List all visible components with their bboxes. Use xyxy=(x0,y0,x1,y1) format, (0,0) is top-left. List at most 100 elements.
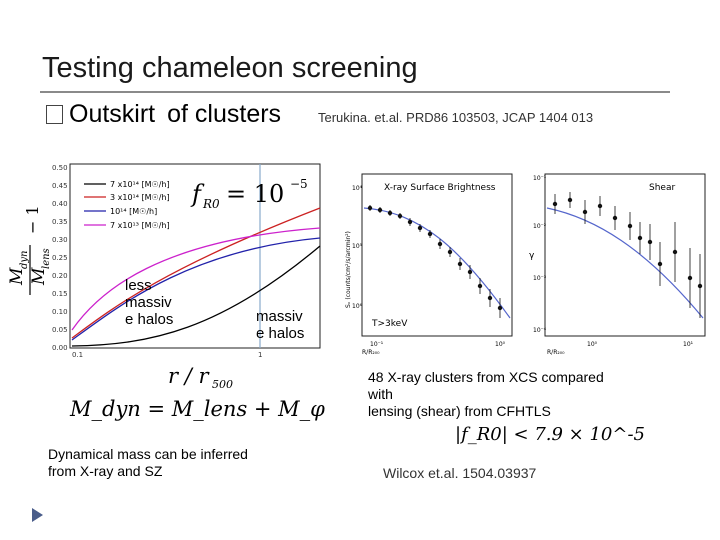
svg-text:dyn: dyn xyxy=(19,251,30,270)
xray-xlabel: R/R₂₀₀ xyxy=(362,349,380,356)
xray-title: X-ray Surface Brightness xyxy=(384,183,496,193)
caption-left-line2: from X-ray and SZ xyxy=(48,463,163,479)
data-point xyxy=(637,235,643,241)
shear-title: Shear xyxy=(649,183,675,193)
svg-text:7 x10¹³ [M☉/h]: 7 x10¹³ [M☉/h] xyxy=(110,221,170,230)
caption-right-line3: lensing (shear) from CFHTLS xyxy=(368,403,551,419)
fr0-label: f R0 = 10 −5 xyxy=(190,177,308,211)
data-point xyxy=(687,275,693,281)
data-point xyxy=(377,207,383,213)
data-point xyxy=(497,305,503,311)
ytick-label: 0.30 xyxy=(52,236,68,244)
ytick-labels: 0.50 0.45 0.40 0.35 0.30 0.25 0.20 0.15 0.10 0.05… xyxy=(52,164,68,352)
shear-xtick-1: 10¹ xyxy=(683,341,694,348)
data-point xyxy=(627,223,633,229)
curve-7e13 xyxy=(71,227,321,331)
data-point xyxy=(552,201,558,207)
bullet-word2: of clusters xyxy=(167,100,282,128)
ytick-label: 0.00 xyxy=(52,344,68,352)
data-point xyxy=(417,225,423,231)
curve-7e14 xyxy=(71,245,321,347)
data-point xyxy=(397,213,403,219)
shear-ytick-2: 10⁻³ xyxy=(533,275,547,282)
ytick-label: 0.40 xyxy=(52,200,68,208)
data-point xyxy=(437,241,443,247)
data-point xyxy=(647,239,653,245)
title-divider xyxy=(40,91,670,93)
svg-text:lens: lens xyxy=(41,248,52,269)
caption-left-line1: Dynamical mass can be inferred xyxy=(48,446,248,462)
data-point xyxy=(477,283,483,289)
xray-xtick-1: 10⁰ xyxy=(495,341,506,348)
curve-1e14 xyxy=(71,237,321,341)
xray-frame xyxy=(361,173,513,337)
ytick-label: 0.15 xyxy=(52,290,68,298)
curve-3e14 xyxy=(71,207,321,339)
formula-dynamical-mass: M_dyn = M_lens + M_φ xyxy=(70,397,325,421)
xray-brightness-plot: X-ray Surface Brightness T>3keV Sₓ (coun… xyxy=(345,173,513,356)
caption-right-line2: with xyxy=(368,386,393,402)
xray-fit-curve xyxy=(363,207,511,319)
data-point xyxy=(697,283,703,289)
ytick-label: 0.50 xyxy=(52,164,68,172)
shear-ytick-0: 10⁻¹ xyxy=(533,175,547,182)
xray-temp-label: T>3keV xyxy=(371,319,408,329)
xray-ylabel: Sₓ (counts/cm²/s/arcmin²) xyxy=(345,231,352,308)
caption-right-line1: 48 X-ray clusters from XCS compared xyxy=(368,369,604,385)
svg-text:7 x10¹⁴ [M☉/h]: 7 x10¹⁴ [M☉/h] xyxy=(110,180,170,189)
svg-text:3 x10¹⁴ [M☉/h]: 3 x10¹⁴ [M☉/h] xyxy=(110,193,170,202)
data-point xyxy=(387,210,393,216)
data-point xyxy=(582,209,588,215)
mass-ratio-plot: M dyn M lens − 1 0.50 0.45 0.40 0.35 0.30 0.2… xyxy=(7,163,321,391)
data-point xyxy=(427,231,433,237)
caption-right: 48 X-ray clusters from XCS compared with… xyxy=(368,369,698,420)
data-point xyxy=(657,261,663,267)
data-point xyxy=(457,261,463,267)
slide-title: Testing chameleon screening xyxy=(42,52,418,84)
svg-text:500: 500 xyxy=(212,378,233,391)
data-point xyxy=(567,197,573,203)
svg-text:= 10: = 10 xyxy=(226,180,284,208)
svg-text:R0: R0 xyxy=(202,197,220,211)
data-point xyxy=(597,203,603,209)
svg-text:r / r: r / r xyxy=(168,364,210,388)
data-point xyxy=(612,215,618,221)
ytick-label: 0.20 xyxy=(52,272,68,280)
data-point xyxy=(447,249,453,255)
reference-top: Terukina. et.al. PRD86 103503, JCAP 1404… xyxy=(318,110,594,125)
shear-plot: Shear γ 10⁻¹ 10⁻² 10⁻³ 10⁻⁴ 10⁰ 10¹ R/R₂… xyxy=(529,173,706,356)
shear-xtick-0: 10⁰ xyxy=(587,341,598,348)
xray-ytick-1: 10⁵ xyxy=(352,243,363,250)
ytick-label: 0.05 xyxy=(52,326,68,334)
data-point xyxy=(467,269,473,275)
ytick-label: 0.10 xyxy=(52,308,68,316)
note-massive: massiv e halos xyxy=(256,308,305,342)
fr0-bound: |f_R0| < 7.9 × 10^-5 xyxy=(455,424,645,445)
shear-data-points xyxy=(552,192,703,318)
bullet-box-icon xyxy=(46,105,63,124)
data-point xyxy=(487,295,493,301)
shear-fit-curve xyxy=(546,207,704,319)
data-point xyxy=(407,219,413,225)
data-point xyxy=(367,205,373,211)
shear-ytick-3: 10⁻⁴ xyxy=(533,327,547,334)
shear-ylabel: γ xyxy=(529,251,535,261)
bullet-word1: Outskirt xyxy=(69,100,156,128)
plot-frame xyxy=(69,163,321,349)
xray-ytick-2: 10⁶ xyxy=(352,303,363,310)
xray-data-points xyxy=(367,205,503,318)
svg-text:M: M xyxy=(7,267,27,286)
next-slide-arrow-icon[interactable] xyxy=(32,508,43,522)
shear-xlabel: R/R₂₀₀ xyxy=(547,349,565,356)
ytick-label: 0.45 xyxy=(52,182,68,190)
caption-left: Dynamical mass can be inferred from X-ra… xyxy=(48,446,248,480)
note-less-massive: less massiv e halos xyxy=(125,277,174,328)
bullet-outskirt: Outskirt of clusters xyxy=(46,100,281,129)
svg-text:M: M xyxy=(29,267,49,286)
svg-text:10¹⁴ [M☉/h]: 10¹⁴ [M☉/h] xyxy=(110,207,157,216)
plot-legend: 7 x10¹⁴ [M☉/h] 3 x10¹⁴ [M☉/h] 10¹⁴ [M☉/h… xyxy=(84,180,170,230)
svg-text:−5: −5 xyxy=(290,177,308,191)
xtick-0.1: 0.1 xyxy=(72,351,83,359)
data-point xyxy=(672,249,678,255)
xray-xtick-0: 10⁻¹ xyxy=(370,341,384,348)
